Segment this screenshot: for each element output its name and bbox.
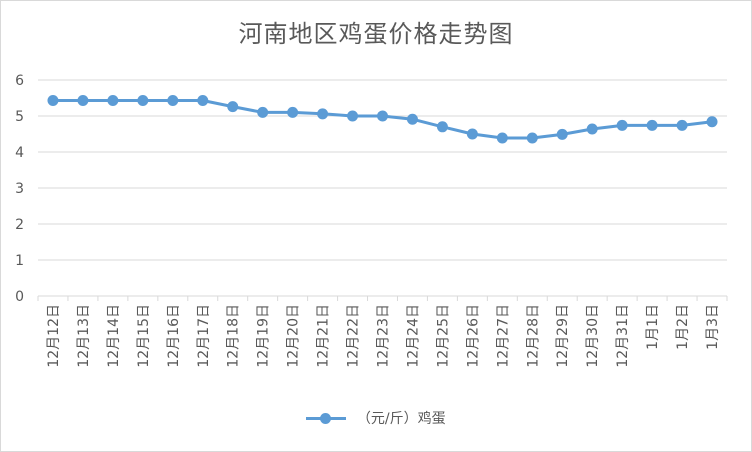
legend: （元/斤）鸡蛋 bbox=[0, 408, 752, 428]
data-point bbox=[616, 119, 628, 131]
data-point bbox=[676, 119, 688, 131]
data-point bbox=[706, 116, 718, 128]
x-axis-ticks: 12月12日 12月13日 12月14日 12月15日 12月16日 12月17日 12月1… bbox=[46, 304, 721, 368]
data-point bbox=[77, 95, 89, 107]
y-tick-label: 2 bbox=[15, 217, 24, 233]
x-tick-label: 12月30日 bbox=[585, 304, 601, 368]
x-tick-label: 12月19日 bbox=[256, 304, 272, 368]
x-tick-label: 12月27日 bbox=[495, 304, 511, 368]
x-tick-label: 12月17日 bbox=[196, 304, 212, 368]
y-tick-label: 1 bbox=[15, 253, 24, 269]
x-tick-label: 12月18日 bbox=[226, 304, 242, 368]
data-point bbox=[167, 95, 179, 107]
series-points bbox=[47, 95, 718, 144]
y-tick-label: 6 bbox=[15, 73, 24, 89]
data-point bbox=[586, 123, 598, 135]
data-point bbox=[526, 132, 538, 144]
data-point bbox=[436, 121, 448, 133]
data-point bbox=[227, 101, 239, 113]
data-point bbox=[556, 128, 568, 140]
data-point bbox=[257, 106, 269, 118]
x-tick-label: 12月21日 bbox=[316, 304, 332, 368]
x-tick-label: 1月2日 bbox=[675, 304, 691, 350]
data-point bbox=[347, 110, 359, 122]
x-tick-label: 12月15日 bbox=[136, 304, 152, 368]
data-point bbox=[137, 95, 149, 107]
x-tick-label: 12月16日 bbox=[166, 304, 182, 368]
legend-swatch bbox=[306, 411, 347, 425]
x-tick-label: 12月26日 bbox=[465, 304, 481, 368]
x-tick-label: 12月25日 bbox=[435, 304, 451, 368]
data-point bbox=[287, 106, 299, 118]
x-tick-label: 12月24日 bbox=[405, 304, 421, 368]
x-tick-label: 12月22日 bbox=[346, 304, 362, 368]
x-tick-label: 12月28日 bbox=[525, 304, 541, 368]
data-point bbox=[646, 119, 658, 131]
x-tick-label: 12月14日 bbox=[106, 304, 122, 368]
y-tick-label: 5 bbox=[15, 109, 24, 125]
x-tick-label: 12月12日 bbox=[46, 304, 62, 368]
y-tick-label: 4 bbox=[15, 145, 24, 161]
x-tick-label: 1月3日 bbox=[705, 304, 721, 350]
x-tick-label: 12月31日 bbox=[615, 304, 631, 368]
x-tick-label: 12月20日 bbox=[286, 304, 302, 368]
data-point bbox=[317, 108, 329, 120]
y-tick-label: 0 bbox=[15, 289, 24, 305]
data-point bbox=[47, 95, 59, 107]
data-point bbox=[377, 110, 388, 122]
data-point bbox=[107, 95, 119, 107]
data-point bbox=[197, 95, 209, 107]
y-tick-label: 3 bbox=[15, 181, 24, 197]
x-tick-label: 12月29日 bbox=[555, 304, 571, 368]
data-point bbox=[406, 113, 418, 125]
x-tick-label: 1月1日 bbox=[645, 304, 661, 350]
data-point bbox=[496, 132, 508, 144]
y-axis-ticks: 0 1 2 3 4 5 6 bbox=[15, 73, 24, 305]
legend-label: （元/斤）鸡蛋 bbox=[356, 411, 446, 427]
x-tick-label: 12月23日 bbox=[376, 304, 392, 368]
data-point bbox=[466, 128, 478, 140]
chart-title: 河南地区鸡蛋价格走势图 bbox=[238, 20, 514, 48]
x-tick-label: 12月13日 bbox=[76, 304, 92, 368]
